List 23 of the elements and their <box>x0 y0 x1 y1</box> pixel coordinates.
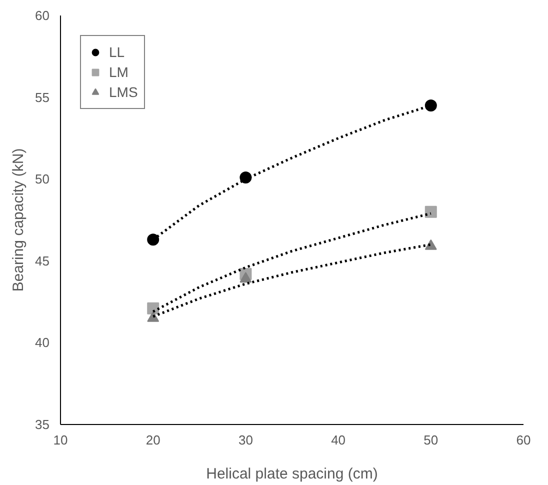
y-tick-label: 40 <box>35 335 50 350</box>
y-tick-label: 45 <box>35 253 50 268</box>
x-tick-label: 20 <box>146 432 160 448</box>
point <box>424 99 437 112</box>
y-tick-label: 50 <box>35 172 50 187</box>
x-tick-label: 10 <box>53 432 68 448</box>
y-tick-label: 35 <box>35 417 50 432</box>
point <box>147 311 160 322</box>
point <box>424 239 437 250</box>
legend-label: LMS <box>109 84 138 100</box>
x-tick-label: 60 <box>516 432 531 448</box>
y-axis-title: Bearing capacity (kN) <box>10 148 28 292</box>
point <box>147 234 160 246</box>
y-tick-label: 55 <box>35 90 50 105</box>
y-tick-label: 60 <box>35 8 50 23</box>
legend-label: LL <box>109 44 126 60</box>
x-tick-label: 40 <box>331 432 346 448</box>
point <box>240 272 252 283</box>
x-tick-label: 30 <box>238 432 253 448</box>
legend-label: LM <box>109 64 129 80</box>
point <box>424 206 437 218</box>
x-axis-title: Helical plate spacing (cm) <box>206 466 378 482</box>
x-tick-label: 50 <box>424 432 438 448</box>
